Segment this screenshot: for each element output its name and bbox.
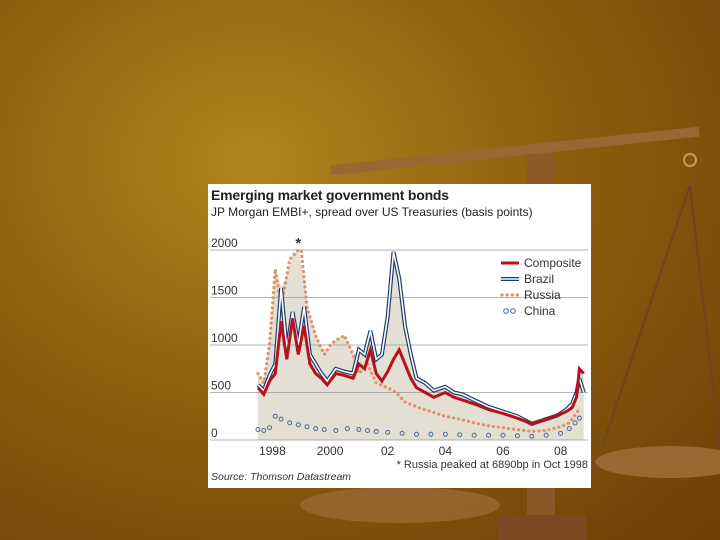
- china-point: [529, 433, 535, 439]
- scale-pan-left: [300, 487, 500, 523]
- legend-swatch-china-a: [503, 308, 509, 314]
- china-point: [344, 426, 350, 432]
- chart-source: Source: Thomson Datastream: [211, 471, 351, 483]
- china-point: [500, 432, 506, 438]
- china-point: [365, 428, 371, 433]
- legend-label-china: China: [524, 304, 556, 318]
- china-point: [356, 427, 362, 433]
- scale-chain-left: [601, 184, 691, 449]
- china-point: [261, 428, 267, 433]
- y-tick-label-0: 0: [211, 426, 218, 440]
- china-point: [457, 432, 463, 438]
- russia-line: [256, 248, 581, 434]
- x-tick-label-2000: 2000: [317, 444, 344, 458]
- china-point: [543, 432, 549, 438]
- legend-label-russia: Russia: [524, 288, 561, 302]
- china-point: [385, 429, 391, 435]
- china-point: [558, 430, 564, 436]
- china-point: [373, 428, 379, 434]
- legend-swatch-china-b: [510, 308, 516, 314]
- scale-base: [498, 515, 586, 540]
- china-point: [295, 422, 301, 428]
- chart-title: Emerging market government bonds: [211, 187, 449, 203]
- legend-label-brazil: Brazil: [524, 272, 554, 286]
- legend-label-composite: Composite: [524, 256, 582, 270]
- china-point: [471, 432, 477, 438]
- y-tick-label-500: 500: [211, 379, 231, 393]
- scale-pivot: [683, 153, 697, 167]
- y-tick-label-2000: 2000: [211, 236, 238, 250]
- china-point: [572, 420, 578, 426]
- chart-subtitle: JP Morgan EMBI+, spread over US Treasuri…: [211, 205, 533, 219]
- x-tick-label-08: 08: [554, 444, 568, 458]
- china-point: [333, 428, 339, 433]
- china-point: [287, 420, 293, 426]
- y-tick-label-1000: 1000: [211, 331, 238, 345]
- chart-panel: Emerging market government bonds JP Morg…: [208, 184, 591, 488]
- china-point: [304, 424, 310, 430]
- scale-pan-right: [595, 446, 720, 478]
- composite-line: [256, 318, 585, 426]
- china-point: [278, 416, 284, 422]
- scale-beam: [330, 126, 700, 176]
- scale-chain-right: [689, 184, 720, 449]
- russia-peak-asterisk: *: [295, 235, 301, 252]
- china-point: [321, 427, 327, 433]
- china-point: [428, 431, 434, 437]
- china-point: [576, 415, 582, 421]
- china-point: [272, 413, 278, 419]
- x-tick-label-1998: 1998: [259, 444, 286, 458]
- china-point: [442, 431, 448, 437]
- china-point: [313, 426, 319, 432]
- y-tick-label-1500: 1500: [211, 284, 238, 298]
- chart-plot: 0 500 1000 1500 2000 1998 2000 02 04 06 08 * Composi…: [210, 235, 588, 483]
- china-point: [267, 425, 273, 431]
- china-point: [566, 426, 572, 432]
- chart-footnote: * Russia peaked at 6890bp in Oct 1998: [397, 459, 588, 471]
- china-point: [514, 433, 520, 439]
- china-point: [414, 431, 420, 437]
- x-tick-label-06: 06: [496, 444, 510, 458]
- x-tick-label-02: 02: [381, 444, 395, 458]
- china-point: [255, 427, 261, 433]
- x-tick-label-04: 04: [439, 444, 453, 458]
- china-point: [399, 430, 405, 436]
- china-point: [486, 432, 492, 438]
